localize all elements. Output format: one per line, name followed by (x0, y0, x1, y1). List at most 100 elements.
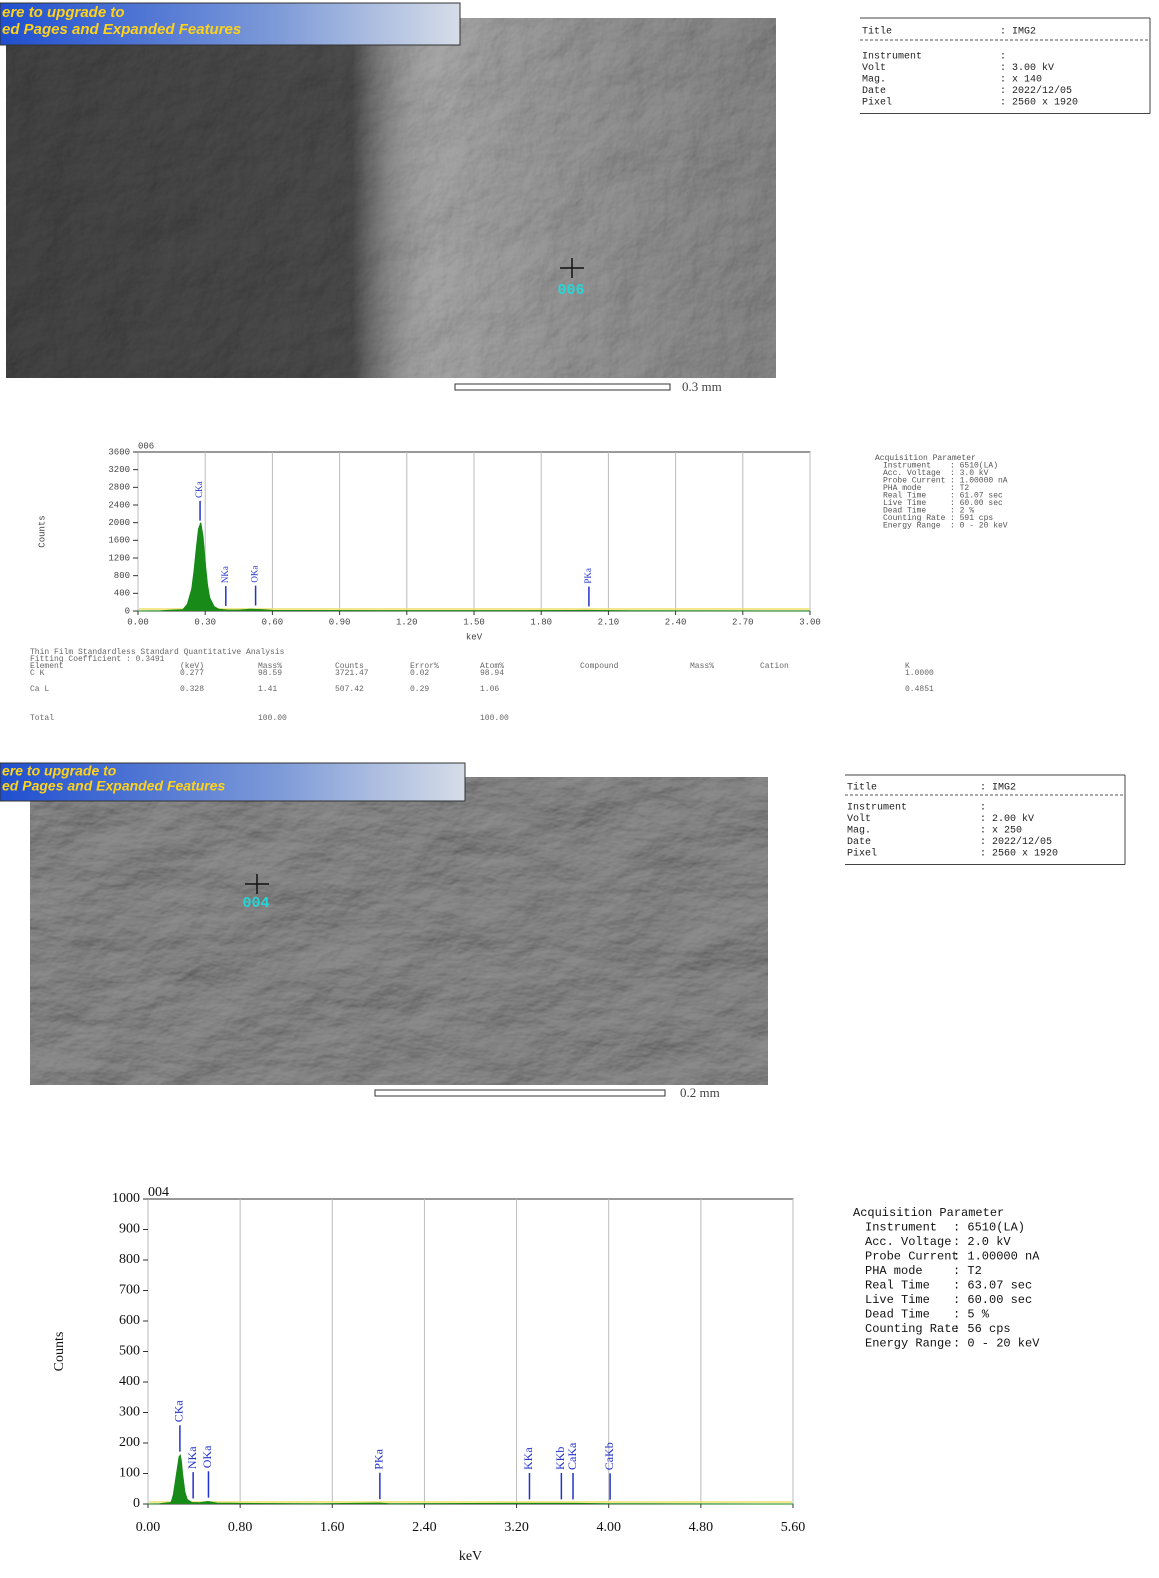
x-tick-label: 1.60 (320, 1520, 345, 1535)
y-tick-label: 1600 (108, 536, 130, 546)
sem-shade (6, 18, 776, 378)
y-axis-label: Counts (52, 1332, 67, 1372)
quant-cell: 3721.47 (335, 669, 369, 678)
info-key: Date (862, 86, 886, 97)
acq-key: PHA mode (865, 1264, 923, 1278)
quant-header: Error% (410, 662, 439, 671)
acq-key: Probe Current (865, 1250, 959, 1264)
y-tick-label: 900 (119, 1222, 140, 1237)
banner-text: ere to upgrade to (2, 4, 125, 21)
y-tick-label: 1000 (112, 1191, 140, 1206)
info-key: Volt (862, 62, 886, 74)
quant-cell: 100.00 (480, 714, 509, 723)
acq-key: Counting Rate (865, 1322, 959, 1336)
x-tick-label: 2.10 (598, 617, 620, 627)
quant-title: Thin Film Standardless Standard Quantita… (30, 648, 285, 657)
sem-image (0, 762, 768, 1097)
sem-image (0, 2, 776, 391)
acq-key: PHA mode (883, 484, 922, 493)
x-tick-label: 0.00 (136, 1520, 161, 1535)
x-axis-label: keV (459, 1549, 482, 1564)
quant-cell: 1.06 (480, 685, 499, 694)
x-tick-label: 4.00 (596, 1520, 621, 1535)
scale-label: 0.3 mm (682, 379, 722, 394)
info-value: : (980, 803, 986, 814)
quant-cell: 1.41 (258, 685, 277, 694)
info-key: Mag. (862, 75, 886, 86)
acq-key: Live Time (865, 1293, 930, 1307)
acq-key: Probe Current (883, 477, 945, 486)
scale-label: 0.2 mm (680, 1085, 720, 1100)
y-tick-label: 800 (119, 1252, 140, 1267)
peak-label: PKa (372, 1448, 386, 1469)
acq-value: : 591 cps (950, 514, 993, 523)
y-tick-label: 3200 (108, 465, 130, 475)
acq-key: Live Time (883, 499, 926, 508)
info-value: : IMG2 (980, 783, 1016, 794)
y-tick-label: 2000 (108, 518, 130, 528)
info-value: : x 250 (980, 826, 1022, 837)
acq-key: Dead Time (883, 507, 926, 516)
acq-value: : 6510(LA) (950, 462, 998, 471)
x-tick-label: 1.20 (396, 617, 418, 627)
scale-bar (374, 1089, 666, 1097)
quant-header: Element (30, 662, 64, 671)
peak-label: PKa (583, 568, 593, 584)
acq-value: : 56 cps (953, 1322, 1011, 1336)
acq-value: : 61.07 sec (950, 492, 1003, 501)
chart-title: 004 (148, 1185, 169, 1200)
quant-header: Mass% (690, 662, 714, 671)
acq-key: Instrument (883, 462, 931, 471)
x-tick-label: 2.40 (665, 617, 687, 627)
info-value: : 2560 x 1920 (980, 849, 1058, 860)
quant-header: (keV) (180, 662, 204, 671)
y-tick-label: 500 (119, 1344, 140, 1359)
info-key: Date (847, 837, 871, 848)
info-key: Pixel (862, 97, 892, 109)
spectrum-line (137, 522, 811, 612)
acq-key: Dead Time (865, 1308, 930, 1322)
banner-text: ere to upgrade to (2, 763, 117, 779)
quant-cell: 98.59 (258, 669, 282, 678)
acq-value: : 60.00 sec (950, 499, 1003, 508)
y-tick-label: 400 (114, 589, 130, 599)
info-value: : x 140 (1000, 75, 1042, 86)
acq-key: Acc. Voltage (883, 469, 941, 478)
quant-header: Cation (760, 662, 789, 671)
info-value: : 2560 x 1920 (1000, 98, 1078, 109)
acq-value: : 3.0 kV (950, 469, 989, 478)
acq-key: Instrument (865, 1221, 937, 1235)
info-value: : (1000, 52, 1006, 63)
peak-label: KKb (553, 1447, 567, 1470)
quant-cell: 100.00 (258, 714, 287, 723)
x-tick-label: 2.40 (412, 1520, 437, 1535)
point-label: 006 (557, 282, 584, 299)
y-axis-label: Counts (37, 515, 47, 547)
quant-cell: 98.94 (480, 669, 504, 678)
info-value: : 2022/12/05 (1000, 85, 1072, 97)
quant-header: Atom% (480, 662, 504, 671)
y-tick-label: 200 (119, 1435, 140, 1450)
sem-texture (30, 777, 768, 1085)
peak-label: OKa (250, 566, 260, 583)
plot-frame (147, 1198, 794, 1505)
acq-value: : 0 - 20 keV (950, 522, 1008, 531)
y-tick-label: 2800 (108, 483, 130, 493)
quant-cell: C K (30, 669, 45, 678)
x-tick-label: 1.80 (530, 617, 552, 627)
quant-cell: 1.0000 (905, 669, 934, 678)
info-value: : 3.00 kV (1000, 62, 1054, 74)
peak-label: OKa (200, 1445, 214, 1468)
x-tick-label: 3.20 (504, 1520, 529, 1535)
info-key: Volt (847, 813, 871, 825)
banner-text: ed Pages and Expanded Features (2, 778, 226, 794)
scale-bar (454, 383, 671, 391)
acq-key: Real Time (865, 1279, 930, 1293)
y-tick-label: 600 (119, 1313, 140, 1328)
peak-label: CaKa (565, 1442, 579, 1470)
crosshair (560, 258, 584, 278)
info-key: Instrument (847, 803, 907, 814)
quant-cell: Ca L (30, 685, 49, 694)
quant-cell: 0.29 (410, 685, 429, 694)
